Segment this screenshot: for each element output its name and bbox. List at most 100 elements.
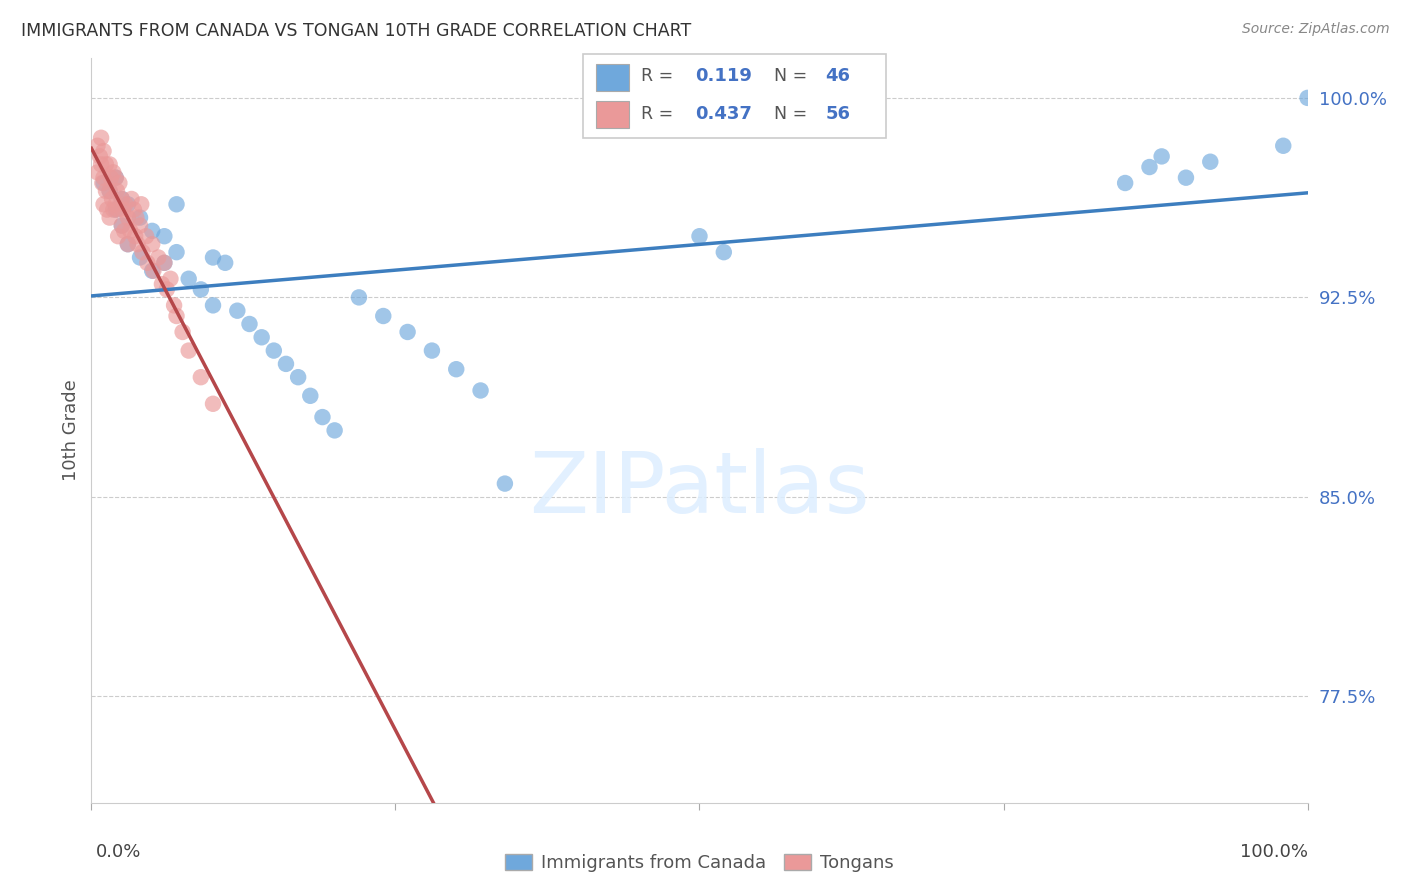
Point (93, 176, 115, 190)
Point (172, 325, 194, 339)
Point (141, 224, 163, 238)
Point (166, 309, 188, 323)
Point (96, 202, 118, 217)
Point (250, 330, 273, 344)
Point (153, 229, 176, 244)
Point (166, 245, 188, 260)
Point (89, 149, 111, 163)
Point (156, 282, 179, 296)
Point (150, 277, 173, 291)
Point (98, 211, 121, 225)
Bar (596, 63, 628, 91)
Point (226, 303, 249, 318)
Point (1175, 170, 1198, 185)
Point (166, 197, 188, 211)
Point (713, 245, 735, 260)
Point (148, 251, 170, 265)
Point (94, 184, 117, 198)
Point (420, 343, 443, 358)
Point (127, 237, 149, 252)
Point (287, 370, 309, 384)
Point (1296, 91, 1319, 105)
Text: N =: N = (773, 68, 807, 86)
Point (1114, 176, 1136, 190)
Point (121, 192, 143, 206)
Bar (596, 101, 628, 128)
Point (129, 219, 152, 233)
Point (98, 184, 121, 198)
Point (274, 357, 297, 371)
Point (93, 170, 115, 185)
Point (98, 184, 121, 198)
Point (91, 176, 114, 190)
Point (94, 157, 117, 171)
Point (141, 237, 163, 252)
FancyBboxPatch shape (583, 54, 886, 138)
Point (93, 144, 115, 158)
Point (93, 197, 115, 211)
Point (159, 272, 181, 286)
Point (90, 130, 112, 145)
Text: 0.437: 0.437 (696, 104, 752, 123)
Text: R =: R = (641, 104, 673, 123)
Point (202, 251, 225, 265)
Y-axis label: 10th Grade: 10th Grade (62, 379, 80, 482)
Point (104, 197, 127, 211)
Point (117, 237, 139, 252)
Point (1272, 138, 1295, 153)
Point (190, 282, 212, 296)
Legend: Immigrants from Canada, Tongans: Immigrants from Canada, Tongans (498, 847, 901, 880)
Text: 0.119: 0.119 (696, 68, 752, 86)
Point (122, 202, 145, 217)
Text: 46: 46 (825, 68, 851, 86)
Point (136, 256, 159, 270)
Point (114, 197, 136, 211)
Point (103, 165, 125, 179)
Point (141, 264, 163, 278)
Point (86, 138, 108, 153)
Point (190, 370, 212, 384)
Point (1199, 154, 1222, 169)
Point (111, 219, 134, 233)
Point (688, 229, 710, 244)
Point (111, 202, 134, 217)
Text: 0.0%: 0.0% (96, 843, 141, 861)
Point (444, 362, 467, 376)
Point (129, 211, 152, 225)
Point (135, 229, 157, 244)
Point (142, 264, 165, 278)
Point (396, 325, 419, 339)
Point (131, 245, 153, 260)
Point (202, 397, 225, 411)
Point (177, 343, 200, 358)
Point (103, 202, 125, 217)
Text: IMMIGRANTS FROM CANADA VS TONGAN 10TH GRADE CORRELATION CHART: IMMIGRANTS FROM CANADA VS TONGAN 10TH GR… (21, 22, 692, 40)
Point (238, 317, 260, 331)
Point (129, 197, 152, 211)
Point (105, 184, 128, 198)
Point (1139, 160, 1161, 174)
Point (263, 343, 285, 358)
Point (86, 165, 108, 179)
Point (124, 229, 146, 244)
Point (117, 237, 139, 252)
Point (153, 256, 176, 270)
Point (347, 290, 370, 304)
Point (125, 211, 148, 225)
Point (104, 170, 127, 185)
Point (494, 476, 516, 491)
Text: Source: ZipAtlas.com: Source: ZipAtlas.com (1241, 22, 1389, 37)
Point (112, 224, 135, 238)
Text: 100.0%: 100.0% (1240, 843, 1308, 861)
Point (202, 298, 225, 312)
Point (111, 192, 134, 206)
Point (100, 170, 122, 185)
Point (117, 197, 139, 211)
Point (163, 298, 186, 312)
Point (470, 384, 492, 398)
Point (120, 224, 142, 238)
Text: R =: R = (641, 68, 673, 86)
Point (1150, 149, 1173, 163)
Point (299, 389, 322, 403)
Text: N =: N = (773, 104, 807, 123)
